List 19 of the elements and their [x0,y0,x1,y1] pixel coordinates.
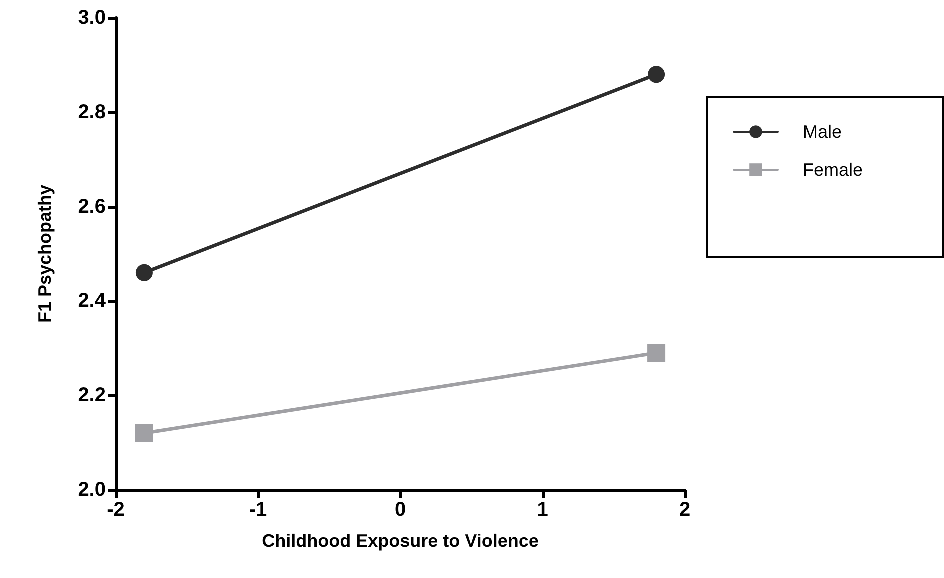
point [136,264,153,282]
point [648,66,666,84]
x-tick-label: 0 [394,499,406,521]
x-tick-label: -2 [107,499,125,521]
x-tick-label: -1 [249,499,268,521]
x-axis-title: Childhood Exposure to Violence [262,531,539,551]
point [135,424,154,442]
x-tick-label: 1 [537,499,548,521]
x-tick-label: 2 [679,499,691,521]
y-tick-label: 2.8 [78,101,106,124]
point [648,344,666,362]
legend-label: Male [803,122,842,142]
y-tick-label: 2.2 [78,384,106,407]
y-tick-label: 2.4 [78,290,107,312]
y-tick-label: 2.6 [78,196,106,218]
legend-label: Female [803,160,864,180]
y-tick-label: 3.0 [78,7,106,29]
y-axis-title: F1 Psychopathy [35,184,55,324]
y-tick-label: 2.0 [78,479,106,501]
